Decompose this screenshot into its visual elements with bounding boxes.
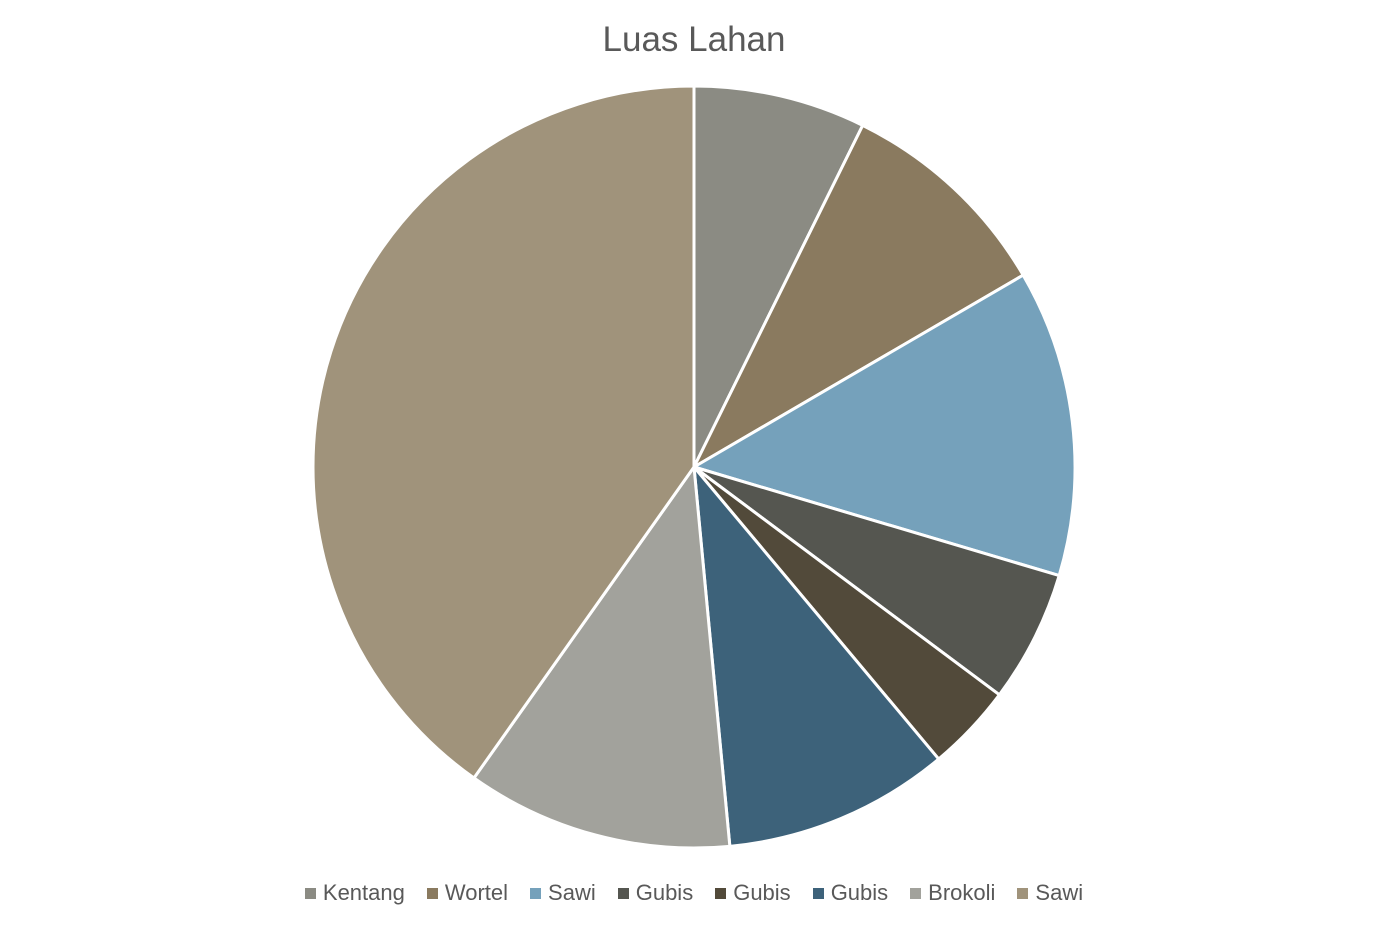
legend-swatch — [1017, 887, 1029, 899]
pie-slice-brokoli-6 — [472, 465, 732, 850]
legend-swatch — [910, 887, 922, 899]
legend-item-sawi-7: Sawi — [1017, 880, 1083, 906]
legend-swatch — [426, 887, 438, 899]
legend-item-wortel-1: Wortel — [426, 880, 509, 906]
legend-label: Sawi — [548, 880, 596, 905]
legend-label: Gubis — [635, 880, 694, 905]
legend-item-brokoli-6: Brokoli — [910, 880, 995, 906]
legend-item-kentang-0: Kentang — [304, 880, 405, 906]
chart-legend: Kentang Wortel Sawi Gubis Gubis Gubis Brokoli S… — [0, 878, 1388, 908]
legend-swatch — [715, 887, 727, 899]
legend-label: Sawi — [1035, 880, 1084, 905]
pie-slice-sawi-7 — [311, 84, 696, 780]
pie-slice-wortel-1 — [692, 123, 1025, 469]
pie-slice-sawi-2 — [692, 273, 1077, 578]
pie-slice-gubis-5 — [692, 465, 941, 848]
legend-item-sawi-2: Sawi — [530, 880, 596, 906]
pie-slice-kentang-0 — [692, 84, 865, 469]
pie-slice-gubis-3 — [692, 465, 1061, 697]
legend-swatch — [812, 887, 824, 899]
legend-label: Gubis — [830, 880, 889, 905]
legend-label: Gubis — [733, 880, 791, 905]
legend-item-gubis-5: Gubis — [812, 880, 889, 906]
legend-label: Brokoli — [928, 880, 996, 905]
legend-swatch — [530, 887, 542, 899]
chart-title: Luas Lahan — [602, 20, 786, 59]
legend-label: Kentang — [322, 880, 405, 905]
legend-swatch — [304, 887, 316, 899]
legend-swatch — [617, 887, 629, 899]
legend-label: Wortel — [444, 880, 509, 905]
legend-item-gubis-3: Gubis — [617, 880, 694, 906]
legend-item-gubis-4: Gubis — [715, 880, 791, 906]
